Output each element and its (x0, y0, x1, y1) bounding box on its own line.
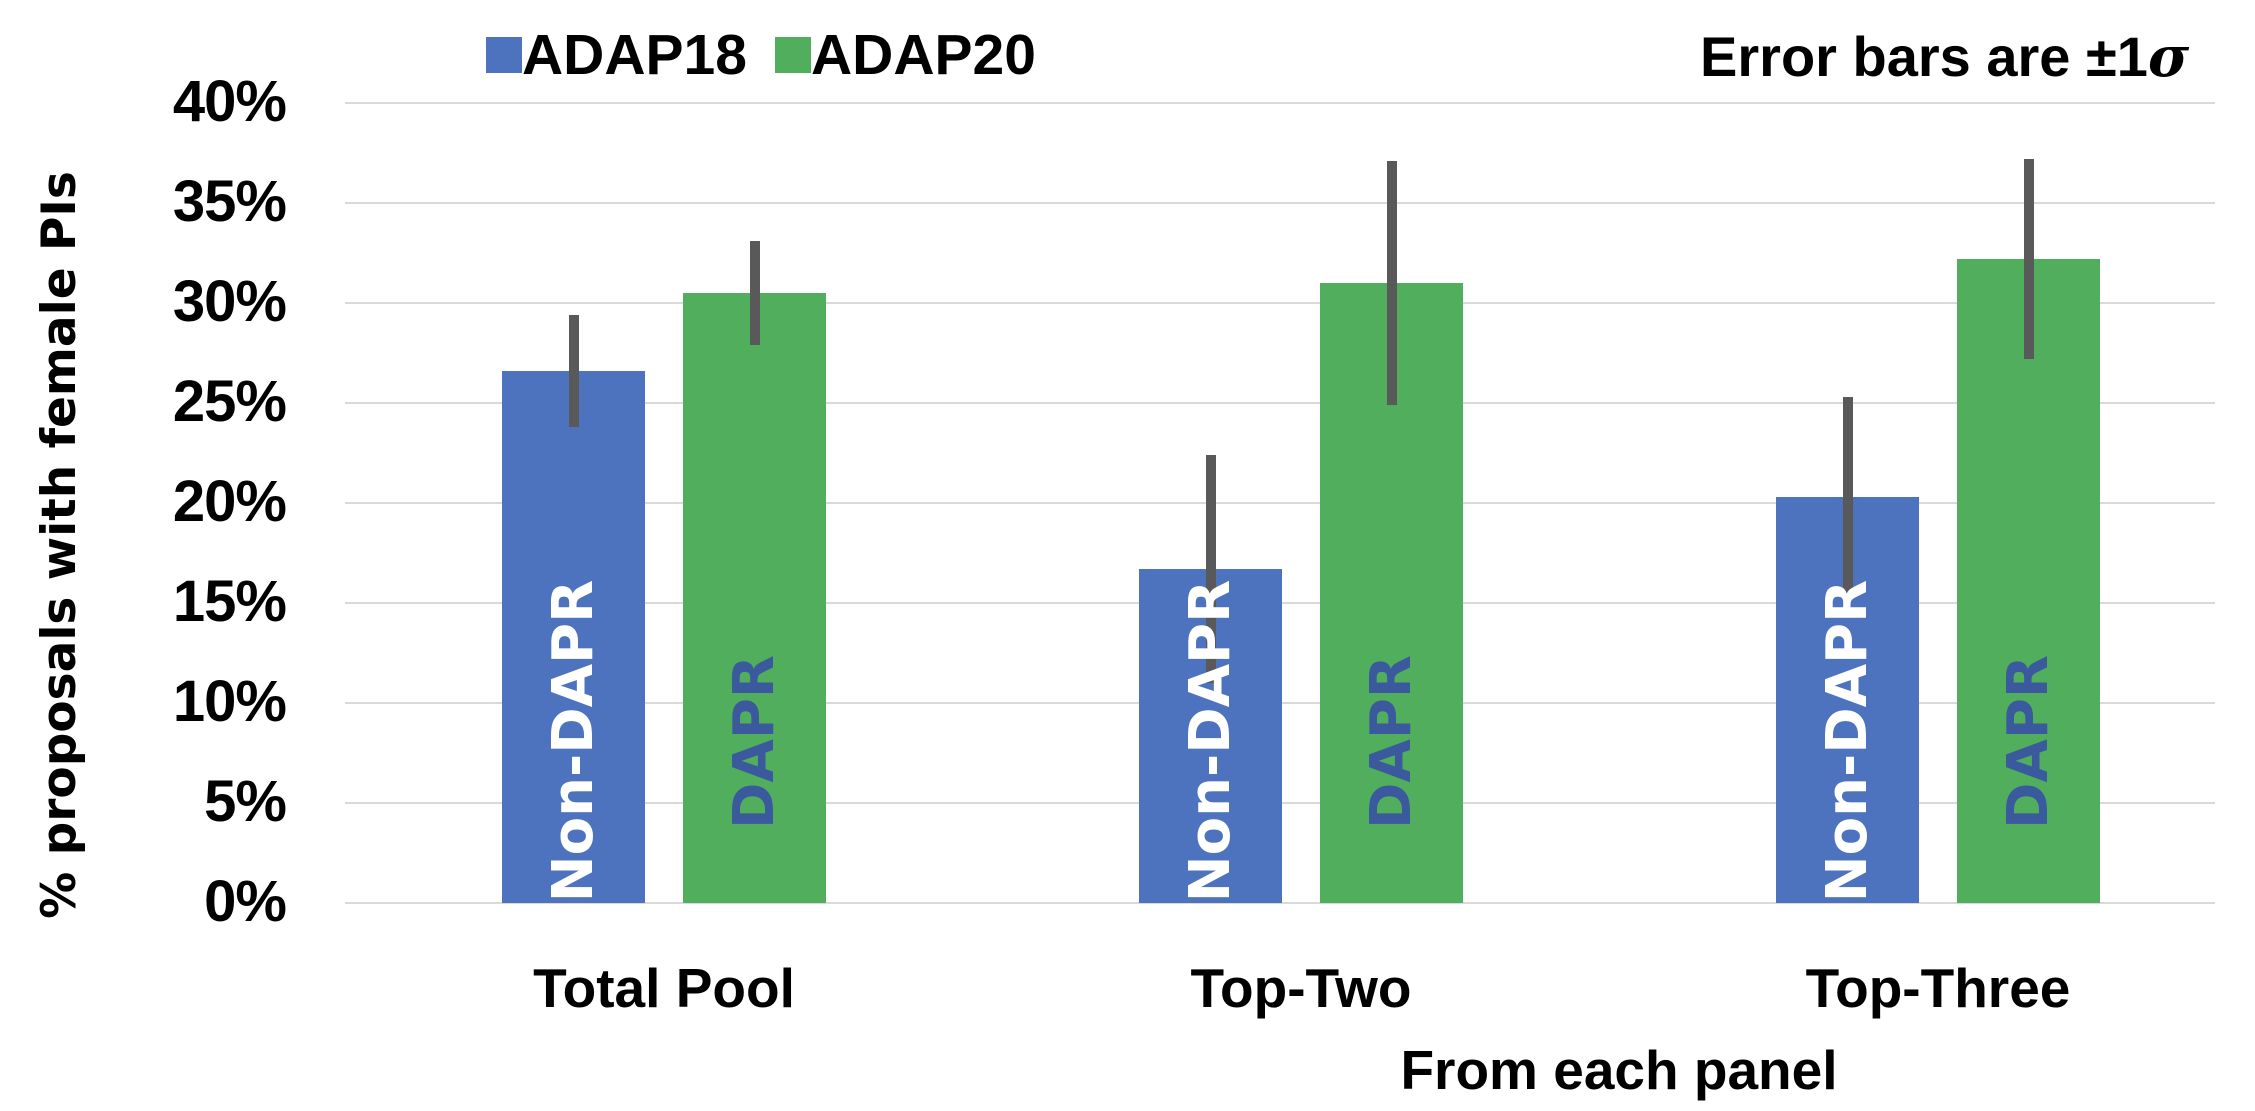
legend-swatch-adap20 (775, 37, 811, 73)
gridline (345, 902, 2215, 904)
y-tick-label: 30% (172, 269, 287, 334)
x-category-label: Top-Three (1805, 957, 2071, 1019)
y-tick-label: 20% (172, 469, 287, 534)
gridline (345, 202, 2215, 204)
annotation-prefix: Error bars are (1700, 25, 2086, 88)
x-axis-title: From each panel (1400, 1039, 1838, 1101)
y-tick-label: 5% (204, 769, 287, 834)
y-tick-label: 25% (172, 369, 287, 434)
error-bar (1386, 161, 1397, 405)
bar-adap20-total-pool (683, 293, 826, 903)
y-axis-title: % proposals with female PIs (32, 171, 87, 919)
y-tick-label: 10% (172, 669, 287, 734)
gridline (345, 502, 2215, 504)
gridline (345, 102, 2215, 104)
sigma-symbol: σ (2147, 24, 2190, 90)
x-category-label: Top-Two (1190, 957, 1412, 1019)
gridline (345, 402, 2215, 404)
legend-label-adap20: ADAP20 (811, 23, 1036, 87)
y-tick-label: 0% (204, 869, 287, 934)
error-bar (2023, 159, 2034, 359)
y-tick-label: 35% (172, 169, 287, 234)
bar-adap20-top-three (1957, 259, 2100, 903)
error-bar (1205, 455, 1216, 683)
error-bar (1842, 397, 1853, 597)
error-bar-annotation: Error bars are ±1σ (1700, 24, 2190, 90)
error-bar (749, 241, 760, 345)
legend-swatch-adap18 (486, 37, 522, 73)
legend-label-adap18: ADAP18 (522, 23, 747, 87)
y-tick-label: 15% (172, 569, 287, 634)
bar-adap18-total-pool (502, 371, 645, 903)
x-category-label: Total Pool (533, 957, 795, 1019)
gridline (345, 302, 2215, 304)
annotation-pm: ±1 (2085, 25, 2148, 88)
error-bar (568, 315, 579, 427)
y-tick-label: 40% (172, 69, 287, 134)
